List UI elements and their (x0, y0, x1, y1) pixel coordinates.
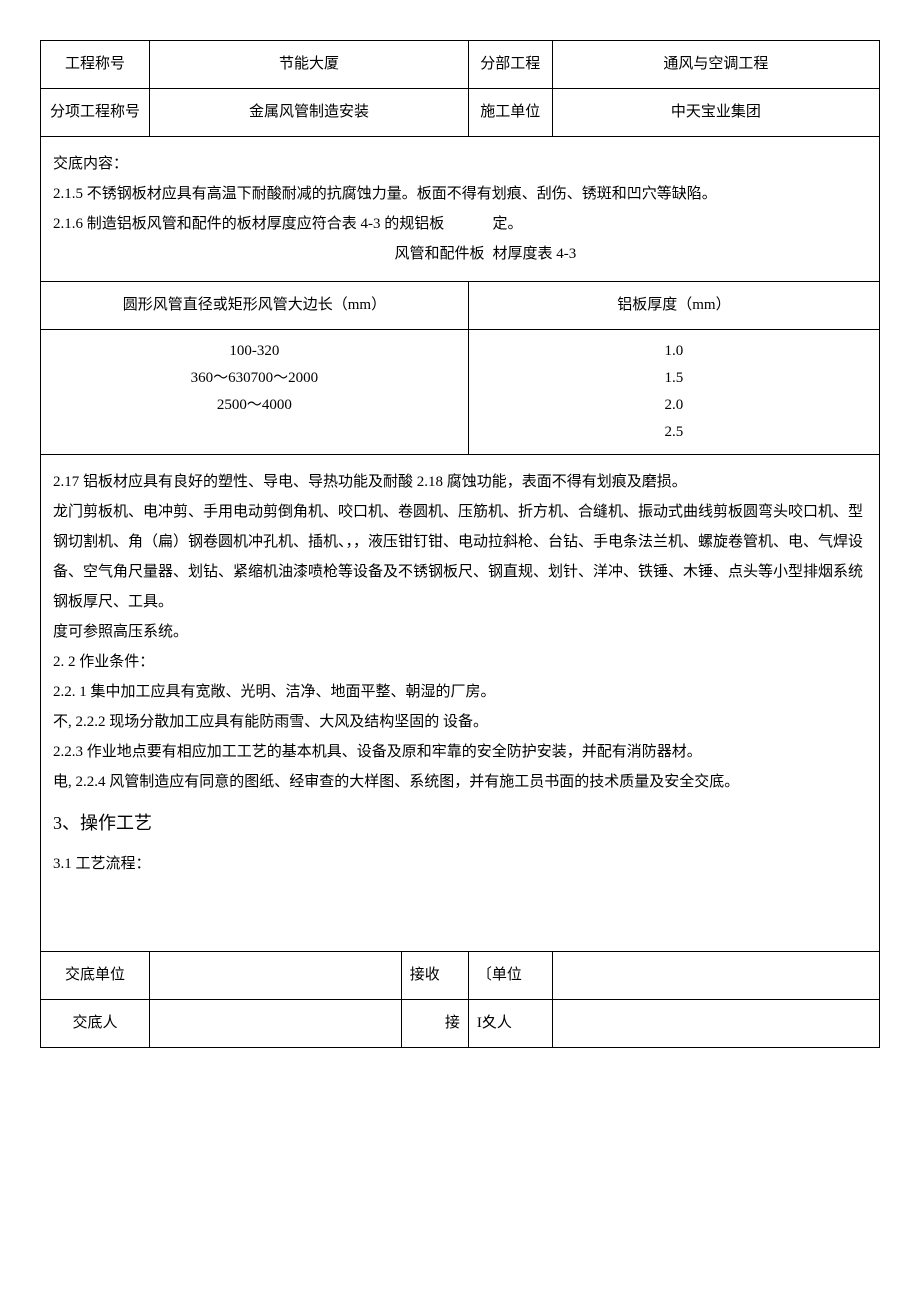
content-line-1: 2.1.5 不锈钢板材应具有高温下耐酸耐减的抗腐蚀力量。板面不得有划痕、刮伤、锈… (53, 179, 867, 209)
data-left-2: 2500～4000 (49, 392, 460, 419)
content-p5: 2.2. 1 集中加工应具有宽敞、光明、洁净、地面平整、朝湿的厂房。 (53, 677, 867, 707)
content-line-2-right: 定。 (493, 209, 523, 239)
header-row-2: 分项工程称号 金属风管制造安装 施工单位 中天宝业集团 (41, 89, 880, 137)
disclosure-person-value (150, 1000, 402, 1048)
subtable-header-right: 铝板厚度（mm） (468, 282, 879, 330)
data-left-0: 100-320 (49, 338, 460, 365)
subtable-header-left: 圆形风管直径或矩形风管大边长（mm） (41, 282, 469, 330)
content-line-3-right: 材厚度表 4-3 (493, 239, 577, 269)
data-right-3: 2.5 (477, 419, 871, 446)
footer-row-2: 交底人 接 I夊人 (41, 1000, 880, 1048)
footer-row-1: 交底单位 接收 〔单位 (41, 952, 880, 1000)
content-p2: 龙门剪板机、电冲剪、手用电动剪倒角机、咬口机、卷圆机、压筋机、折方机、合缝机、振… (53, 497, 867, 617)
item-project-value: 金属风管制造安装 (150, 89, 469, 137)
content-block-1-cell: 交底内容： 2.1.5 不锈钢板材应具有高温下耐酸耐减的抗腐蚀力量。板面不得有划… (41, 137, 880, 282)
content-line-2-left: 2.1.6 制造铝板风管和配件的板材厚度应符合表 4-3 的规铝板 (53, 209, 493, 239)
receive-label-2: 接 (401, 1000, 468, 1048)
construction-unit-label: 施工单位 (468, 89, 552, 137)
header-row-1: 工程称号 节能大厦 分部工程 通风与空调工程 (41, 41, 880, 89)
disclosure-unit-label: 交底单位 (41, 952, 150, 1000)
content-p1: 2.17 铝板材应具有良好的塑性、导电、导热功能及耐酸 2.18 腐蚀功能，表面… (53, 467, 867, 497)
construction-unit-value: 中天宝业集团 (552, 89, 879, 137)
disclosure-person-label: 交底人 (41, 1000, 150, 1048)
content-p4: 2. 2 作业条件： (53, 647, 867, 677)
content-p3: 度可参照高压系统。 (53, 617, 867, 647)
content-p6: 不, 2.2.2 现场分散加工应具有能防雨雪、大风及结构坚固的 设备。 (53, 707, 867, 737)
subtable-data: 100-320 360～630700～2000 2500～4000 1.0 1.… (41, 330, 880, 455)
content-p7: 2.2.3 作业地点要有相应加工工艺的基本机具、设备及原和牢靠的安全防护安装，并… (53, 737, 867, 767)
subtable-header: 圆形风管直径或矩形风管大边长（mm） 铝板厚度（mm） (41, 282, 880, 330)
subtable-data-right: 1.0 1.5 2.0 2.5 (468, 330, 879, 455)
receive-person-value (552, 1000, 879, 1048)
data-right-1: 1.5 (477, 365, 871, 392)
item-project-label: 分项工程称号 (41, 89, 150, 137)
content-p8: 电, 2.2.4 风管制造应有同意的图纸、经审查的大样图、系统图，并有施工员书面… (53, 767, 867, 797)
content-block-1: 交底内容： 2.1.5 不锈钢板材应具有高温下耐酸耐减的抗腐蚀力量。板面不得有划… (41, 137, 880, 282)
section-heading: 3、操作工艺 (53, 805, 867, 841)
project-name-value: 节能大厦 (150, 41, 469, 89)
content-block-2-cell: 2.17 铝板材应具有良好的塑性、导电、导热功能及耐酸 2.18 腐蚀功能，表面… (41, 455, 880, 952)
subproject-label: 分部工程 (468, 41, 552, 89)
receive-unit-value (552, 952, 879, 1000)
person-label: I夊人 (468, 1000, 552, 1048)
data-right-0: 1.0 (477, 338, 871, 365)
content-block-2: 2.17 铝板材应具有良好的塑性、导电、导热功能及耐酸 2.18 腐蚀功能，表面… (41, 455, 880, 952)
document-table: 工程称号 节能大厦 分部工程 通风与空调工程 分项工程称号 金属风管制造安装 施… (40, 40, 880, 1048)
disclosure-title: 交底内容： (53, 149, 867, 179)
disclosure-unit-value (150, 952, 402, 1000)
project-name-label: 工程称号 (41, 41, 150, 89)
content-p9: 3.1 工艺流程： (53, 849, 867, 879)
receive-label: 接收 (401, 952, 468, 1000)
data-right-2: 2.0 (477, 392, 871, 419)
unit-label: 〔单位 (468, 952, 552, 1000)
content-line-3-left: 风管和配件板 (53, 239, 493, 269)
subtable-data-left: 100-320 360～630700～2000 2500～4000 (41, 330, 469, 455)
data-left-1: 360～630700～2000 (49, 365, 460, 392)
subproject-value: 通风与空调工程 (552, 41, 879, 89)
